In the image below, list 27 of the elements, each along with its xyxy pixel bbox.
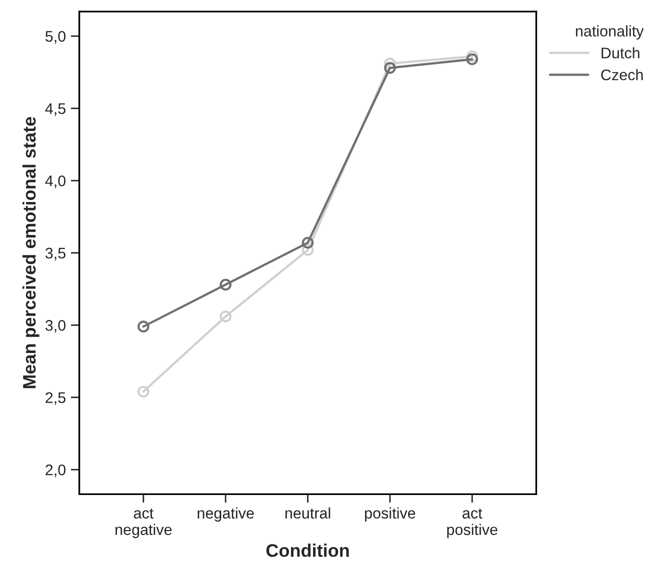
y-tick-label: 3,0 xyxy=(45,320,66,333)
legend-label: Dutch xyxy=(602,47,640,58)
x-tick-label: neutral xyxy=(285,507,330,519)
legend-label: Czech xyxy=(601,69,643,80)
y-tick-label: 3,5 xyxy=(45,248,66,260)
point xyxy=(220,278,232,291)
point xyxy=(138,320,150,332)
y-tick-label: 2,0 xyxy=(46,464,66,478)
x-tick-label: positive xyxy=(365,507,416,522)
point xyxy=(466,53,478,66)
y-tick-label: 5,0 xyxy=(45,30,66,44)
legend-title: nationality xyxy=(576,25,644,40)
point xyxy=(466,50,478,62)
y-tick-label: 2,5 xyxy=(46,392,66,405)
y-tick-label: 4,5 xyxy=(45,103,66,116)
y-tick-label: 4,0 xyxy=(45,175,66,188)
y-axis-title: Mean perceived emotional state xyxy=(22,117,40,388)
point xyxy=(220,310,232,322)
x-axis-title: Condition xyxy=(266,544,349,557)
point xyxy=(384,62,396,74)
point xyxy=(302,236,314,249)
x-tick-label: act positive xyxy=(447,508,498,538)
x-tick-label: act negative xyxy=(116,508,172,538)
point xyxy=(384,58,396,70)
x-tick-label: negative xyxy=(198,507,254,522)
point xyxy=(302,244,314,256)
point xyxy=(138,386,150,398)
